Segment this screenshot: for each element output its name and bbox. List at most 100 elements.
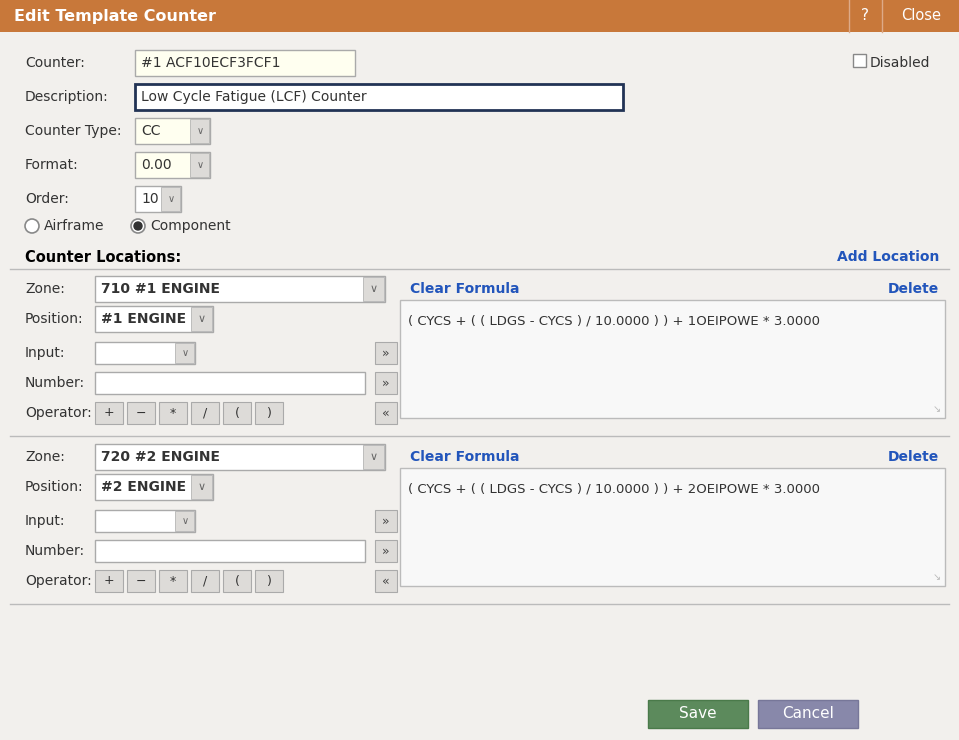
Bar: [175, 343, 194, 363]
Circle shape: [25, 219, 39, 233]
Text: (: (: [235, 574, 240, 588]
Text: ∨: ∨: [168, 194, 175, 204]
Bar: [95, 510, 195, 532]
Text: 720 #2 ENGINE: 720 #2 ENGINE: [101, 450, 220, 464]
Bar: [375, 570, 397, 592]
Text: +: +: [104, 406, 114, 420]
Text: *: *: [170, 574, 176, 588]
Bar: [648, 700, 748, 728]
Bar: [135, 152, 210, 178]
Bar: [175, 511, 194, 531]
Text: ∨: ∨: [370, 452, 378, 462]
Text: Counter Locations:: Counter Locations:: [25, 249, 181, 264]
Text: ∨: ∨: [370, 284, 378, 294]
Text: Zone:: Zone:: [25, 450, 65, 464]
Bar: [159, 402, 187, 424]
Bar: [95, 342, 195, 364]
Text: −: −: [136, 406, 147, 420]
Text: /: /: [203, 574, 207, 588]
Text: ∨: ∨: [198, 482, 206, 492]
Text: Component: Component: [150, 219, 230, 233]
Bar: [191, 307, 212, 331]
Text: Number:: Number:: [25, 544, 85, 558]
Text: 0.00: 0.00: [141, 158, 172, 172]
Bar: [95, 372, 365, 394]
Bar: [135, 118, 210, 144]
Text: Format:: Format:: [25, 158, 79, 172]
Bar: [375, 540, 397, 562]
Text: 710 #1 ENGINE: 710 #1 ENGINE: [101, 282, 220, 296]
Text: »: »: [383, 545, 389, 557]
Bar: [95, 276, 385, 302]
Text: ∨: ∨: [197, 160, 203, 170]
Bar: [161, 187, 180, 211]
Text: Cancel: Cancel: [782, 707, 834, 722]
Bar: [135, 186, 181, 212]
Bar: [853, 54, 866, 67]
Bar: [400, 300, 945, 418]
Text: Zone:: Zone:: [25, 282, 65, 296]
Bar: [223, 570, 251, 592]
Text: ∨: ∨: [181, 348, 189, 358]
Text: Edit Template Counter: Edit Template Counter: [14, 8, 216, 24]
Text: Operator:: Operator:: [25, 406, 92, 420]
Bar: [95, 540, 365, 562]
Circle shape: [134, 222, 142, 230]
Text: Clear Formula: Clear Formula: [410, 282, 520, 296]
Text: Delete: Delete: [888, 450, 939, 464]
Text: Delete: Delete: [888, 282, 939, 296]
Bar: [375, 372, 397, 394]
Text: «: «: [383, 574, 389, 588]
Text: ?: ?: [861, 8, 869, 24]
Bar: [95, 474, 213, 500]
Text: Position:: Position:: [25, 312, 83, 326]
Bar: [255, 570, 283, 592]
Text: Description:: Description:: [25, 90, 108, 104]
Text: CC: CC: [141, 124, 160, 138]
Text: (: (: [235, 406, 240, 420]
Text: #1 ENGINE: #1 ENGINE: [101, 312, 186, 326]
Text: Airframe: Airframe: [44, 219, 105, 233]
Bar: [95, 402, 123, 424]
Text: »: »: [383, 514, 389, 528]
Bar: [95, 570, 123, 592]
Bar: [191, 570, 219, 592]
Text: /: /: [203, 406, 207, 420]
Text: Operator:: Operator:: [25, 574, 92, 588]
Bar: [127, 570, 155, 592]
Text: »: »: [383, 346, 389, 360]
Text: Disabled: Disabled: [870, 56, 930, 70]
Text: «: «: [383, 406, 389, 420]
Text: ): ): [267, 574, 271, 588]
Bar: [191, 475, 212, 499]
Bar: [190, 153, 209, 177]
Bar: [758, 700, 858, 728]
Bar: [255, 402, 283, 424]
Text: +: +: [104, 574, 114, 588]
Text: *: *: [170, 406, 176, 420]
Bar: [95, 306, 213, 332]
Bar: [223, 402, 251, 424]
Text: #1 ACF10ECF3FCF1: #1 ACF10ECF3FCF1: [141, 56, 280, 70]
Bar: [0, 0, 959, 32]
Text: ∨: ∨: [198, 314, 206, 324]
Text: 10: 10: [141, 192, 158, 206]
Text: Counter Type:: Counter Type:: [25, 124, 122, 138]
Text: ↘: ↘: [933, 572, 941, 582]
Text: ∨: ∨: [181, 516, 189, 526]
Text: Number:: Number:: [25, 376, 85, 390]
Bar: [375, 342, 397, 364]
Text: #2 ENGINE: #2 ENGINE: [101, 480, 186, 494]
Text: Input:: Input:: [25, 346, 65, 360]
Bar: [190, 119, 209, 143]
Bar: [95, 444, 385, 470]
Text: ( CYCS + ( ( LDGS - CYCS ) / 10.0000 ) ) + 2OEIPOWE * 3.0000: ( CYCS + ( ( LDGS - CYCS ) / 10.0000 ) )…: [408, 482, 820, 495]
Text: ↘: ↘: [933, 404, 941, 414]
Bar: [191, 402, 219, 424]
Bar: [400, 468, 945, 586]
Text: −: −: [136, 574, 147, 588]
Text: ): ): [267, 406, 271, 420]
Circle shape: [131, 219, 145, 233]
Bar: [363, 445, 384, 469]
Bar: [363, 277, 384, 301]
